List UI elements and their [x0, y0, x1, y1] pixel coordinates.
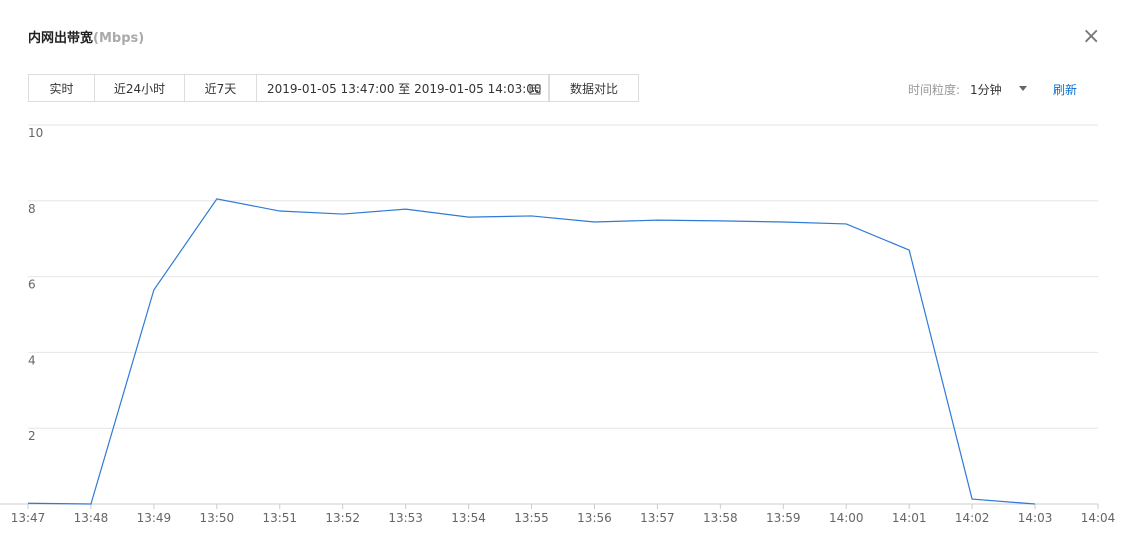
y-tick-label: 4 [28, 353, 36, 367]
x-tick-label: 13:59 [766, 511, 801, 525]
x-tick-label: 13:53 [388, 511, 423, 525]
title-wrap: 内网出带宽(Mbps) [28, 27, 144, 46]
x-tick-label: 14:03 [1018, 511, 1053, 525]
x-tick-label: 14:04 [1081, 511, 1116, 525]
date-range-text: 2019-01-05 13:47:00 至 2019-01-05 14:03:0… [267, 82, 542, 96]
title: 内网出带宽 [28, 31, 94, 46]
x-tick-label: 13:51 [262, 511, 297, 525]
y-tick-label: 2 [28, 429, 36, 443]
granularity-select[interactable]: 1分钟 [970, 83, 1002, 97]
refresh-button[interactable]: 刷新 [1053, 83, 1078, 97]
calendar-icon [529, 84, 541, 95]
x-tick-label: 14:01 [892, 511, 927, 525]
x-tick-label: 13:55 [514, 511, 549, 525]
x-tick-label: 13:54 [451, 511, 486, 525]
x-tick-label: 13:47 [11, 511, 46, 525]
dropdown-arrow[interactable] [1019, 86, 1027, 91]
x-tick-label: 13:49 [137, 511, 172, 525]
close-button[interactable]: × [1082, 24, 1101, 49]
line-series [27, 198, 1036, 505]
granularity-label: 时间粒度: [908, 83, 961, 97]
x-tick-label: 13:57 [640, 511, 675, 525]
y-tick-label: 8 [28, 202, 36, 216]
x-tick-label: 13:52 [325, 511, 360, 525]
tab-button[interactable]: 近24小时 [94, 74, 185, 102]
unit: (Mbps) [93, 31, 145, 46]
tab-button[interactable]: 近7天 [184, 74, 257, 102]
tab-button[interactable]: 实时 [28, 74, 95, 102]
x-tick-label: 14:02 [955, 511, 990, 525]
compare-button[interactable]: 数据对比 [549, 74, 639, 102]
x-tick-label: 13:56 [577, 511, 612, 525]
y-tick-label: 10 [28, 126, 43, 140]
y-tick-label: 6 [28, 278, 36, 292]
x-tick-label: 13:58 [703, 511, 738, 525]
x-tick-label: 13:48 [74, 511, 109, 525]
date-range[interactable]: 2019-01-05 13:47:00 至 2019-01-05 14:03:0… [256, 74, 549, 102]
x-tick-label: 14:00 [829, 511, 864, 525]
x-tick-label: 13:50 [200, 511, 235, 525]
